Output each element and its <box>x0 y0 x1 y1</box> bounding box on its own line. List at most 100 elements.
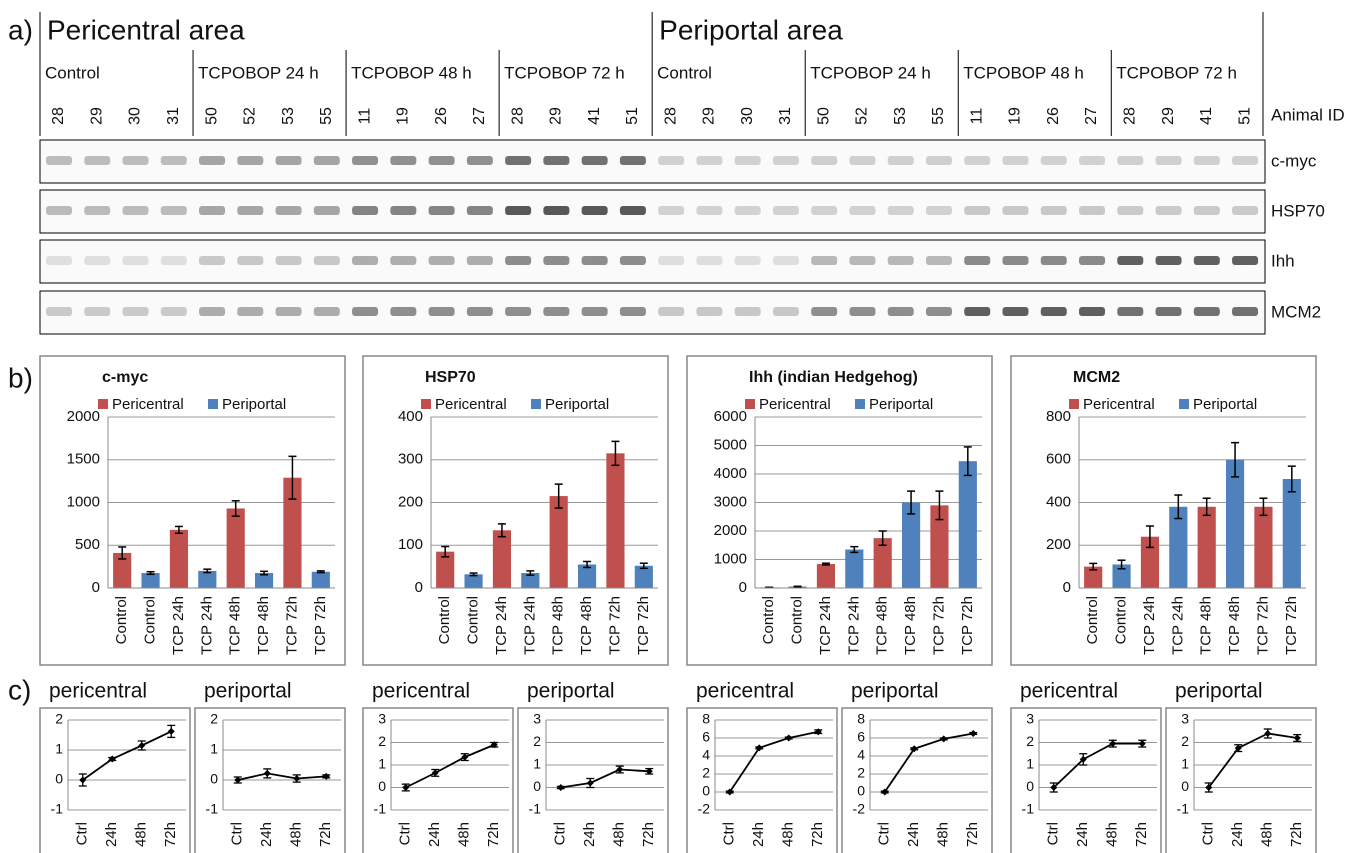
x-tick-label: TCP 72h <box>283 596 300 655</box>
x-tick-label: 24h <box>258 822 275 847</box>
animal-id: 50 <box>203 107 220 125</box>
band <box>849 156 875 165</box>
band <box>390 156 416 165</box>
band <box>1194 307 1220 316</box>
y-tick-label: 1000 <box>67 493 100 510</box>
x-tick-label: TCP 48h <box>902 596 919 655</box>
x-tick-label: 48h <box>611 822 628 847</box>
y-tick-label: 1 <box>55 741 63 757</box>
band <box>390 206 416 215</box>
y-tick-label: -1 <box>529 801 542 817</box>
band <box>1041 256 1067 265</box>
band <box>964 156 990 165</box>
band <box>429 156 455 165</box>
blot-label: Ihh <box>1271 251 1295 270</box>
legend-label: Periportal <box>545 396 609 413</box>
band <box>620 307 646 316</box>
group-label: Control <box>657 63 712 82</box>
band <box>811 307 837 316</box>
x-tick-label: TCP 24h <box>845 596 862 655</box>
x-tick-label: TCP 48h <box>874 596 891 655</box>
bar <box>606 453 624 588</box>
band <box>1156 206 1182 215</box>
id-axis-label: Animal ID <box>1271 105 1345 124</box>
band <box>582 156 608 165</box>
x-tick-label: 72h <box>1288 822 1305 847</box>
legend-label: Pericentral <box>1083 396 1155 413</box>
blot-label: c-myc <box>1271 151 1317 170</box>
band <box>543 206 569 215</box>
y-tick-label: 6 <box>857 729 865 745</box>
figure: a) b) c) Animal ID Pericentral areaContr… <box>0 0 1359 853</box>
x-tick-label: Ctrl <box>721 822 738 845</box>
y-tick-label: 3 <box>378 711 386 727</box>
animal-id: 29 <box>1160 107 1177 125</box>
band <box>1041 156 1067 165</box>
x-tick-label: TCP 24h <box>170 596 187 655</box>
chart-title: periportal <box>527 680 615 703</box>
chart-title: pericentral <box>1020 680 1118 703</box>
group-label: TCPOBOP 48 h <box>351 63 472 82</box>
panel-label: a) <box>8 14 33 45</box>
group-label: TCPOBOP 72 h <box>1116 63 1237 82</box>
band <box>429 206 455 215</box>
band <box>888 307 914 316</box>
animal-id: 29 <box>88 107 105 125</box>
band <box>199 206 225 215</box>
band <box>505 307 531 316</box>
animal-id: 52 <box>854 107 871 125</box>
band <box>161 206 187 215</box>
band <box>467 156 493 165</box>
animal-id: 28 <box>50 107 67 125</box>
chart-title: MCM2 <box>1073 369 1120 386</box>
animal-id: 31 <box>777 107 794 125</box>
x-tick-label: 24h <box>750 822 767 847</box>
legend-label: Pericentral <box>435 396 507 413</box>
bar <box>817 564 835 588</box>
y-tick-label: 800 <box>1046 408 1071 425</box>
y-tick-label: 300 <box>398 451 423 468</box>
band <box>1117 206 1143 215</box>
x-tick-label: TCP 24h <box>1169 596 1186 655</box>
band <box>1156 256 1182 265</box>
band <box>696 256 722 265</box>
x-tick-label: 24h <box>1229 822 1246 847</box>
band <box>658 307 684 316</box>
animal-id: 50 <box>815 107 832 125</box>
band <box>926 307 952 316</box>
band <box>1079 256 1105 265</box>
x-tick-label: Control <box>465 596 482 644</box>
band <box>352 256 378 265</box>
band <box>1003 307 1029 316</box>
band <box>849 256 875 265</box>
y-tick-label: 2 <box>55 711 63 727</box>
animal-id: 30 <box>127 107 144 125</box>
legend-swatch <box>855 399 865 409</box>
band <box>123 307 149 316</box>
band <box>964 206 990 215</box>
band <box>199 256 225 265</box>
animal-id: 28 <box>509 107 526 125</box>
y-tick-label: 3 <box>1026 711 1034 727</box>
animal-id: 26 <box>1045 107 1062 125</box>
x-tick-label: TCP 72h <box>959 596 976 655</box>
band <box>582 307 608 316</box>
x-tick-label: Ctrl <box>552 822 569 845</box>
band <box>1232 307 1258 316</box>
y-tick-label: 0 <box>1026 778 1034 794</box>
band <box>811 156 837 165</box>
band <box>84 256 110 265</box>
x-tick-label: TCP 48h <box>578 596 595 655</box>
bar <box>1226 460 1244 588</box>
y-tick-label: 6000 <box>714 408 747 425</box>
x-tick-label: TCP 24h <box>493 596 510 655</box>
legend-swatch <box>208 399 218 409</box>
x-tick-label: TCP 72h <box>606 596 623 655</box>
band <box>773 256 799 265</box>
animal-id: 53 <box>280 107 297 125</box>
bar <box>1198 507 1216 588</box>
band <box>276 206 302 215</box>
animal-id: 31 <box>165 107 182 125</box>
band <box>1194 156 1220 165</box>
band <box>199 307 225 316</box>
